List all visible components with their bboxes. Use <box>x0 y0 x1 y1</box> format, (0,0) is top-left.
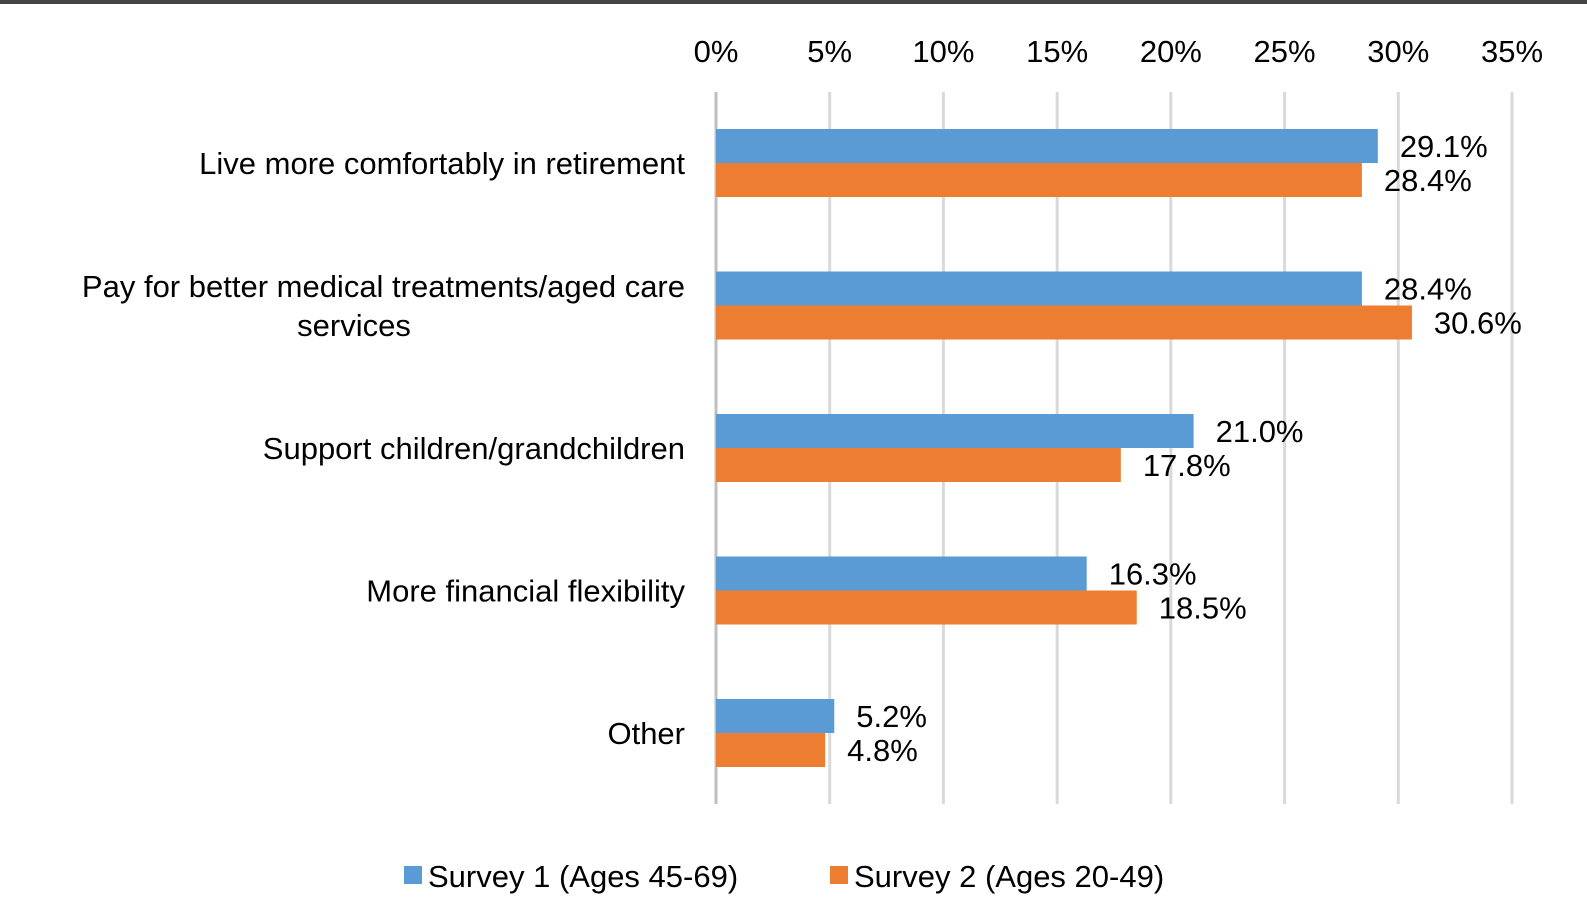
data-label: 16.3% <box>1109 557 1197 592</box>
bar-series-1 <box>716 699 835 733</box>
bar-series-1 <box>716 414 1194 448</box>
x-tick-label: 5% <box>807 34 852 69</box>
bar-series-2 <box>716 305 1412 340</box>
bar-series-2 <box>716 163 1362 197</box>
x-tick-label: 10% <box>912 34 974 69</box>
category-label: Live more comfortably in retirement <box>199 146 685 181</box>
data-label: 18.5% <box>1159 591 1247 626</box>
bar-series-1 <box>716 556 1087 591</box>
category-label: Pay for better medical treatments/aged c… <box>82 269 685 304</box>
data-label: 29.1% <box>1400 129 1488 164</box>
category-label: More financial flexibility <box>366 574 685 609</box>
bar-series-2 <box>716 590 1137 625</box>
category-label: Support children/grandchildren <box>263 431 685 466</box>
x-tick-label: 20% <box>1140 34 1202 69</box>
data-label: 21.0% <box>1216 414 1304 449</box>
x-tick-label: 25% <box>1254 34 1316 69</box>
bar-series-1 <box>716 129 1378 163</box>
category-labels: Live more comfortably in retirement Pay f… <box>82 146 686 751</box>
data-label: 4.8% <box>847 733 918 768</box>
bar-series-1 <box>716 271 1362 306</box>
bar-series-2 <box>716 733 826 767</box>
legend-swatch-series-2 <box>830 866 848 884</box>
data-label: 5.2% <box>856 699 927 734</box>
category-label: Other <box>607 716 685 751</box>
x-tick-label: 15% <box>1026 34 1088 69</box>
legend-label: Survey 2 (Ages 20-49) <box>854 859 1164 894</box>
legend: Survey 1 (Ages 45-69) Survey 2 (Ages 20-4… <box>404 859 1164 894</box>
bars <box>716 129 1412 767</box>
top-border <box>0 0 1587 4</box>
bar-series-2 <box>716 448 1121 482</box>
legend-swatch-series-1 <box>404 866 422 884</box>
x-axis-ticks: 0% 5% 10% 15% 20% 25% 30% 35% <box>694 34 1543 69</box>
category-label: services <box>297 308 411 343</box>
x-tick-label: 30% <box>1367 34 1429 69</box>
data-label: 28.4% <box>1384 163 1472 198</box>
legend-label: Survey 1 (Ages 45-69) <box>428 859 738 894</box>
data-labels: 29.1%28.4%28.4%30.6%21.0%17.8%16.3%18.5%… <box>847 129 1522 768</box>
gridlines <box>714 92 1514 804</box>
data-label: 30.6% <box>1434 306 1522 341</box>
data-label: 28.4% <box>1384 272 1472 307</box>
data-label: 17.8% <box>1143 448 1231 483</box>
x-tick-label: 0% <box>694 34 739 69</box>
x-tick-label: 35% <box>1481 34 1543 69</box>
